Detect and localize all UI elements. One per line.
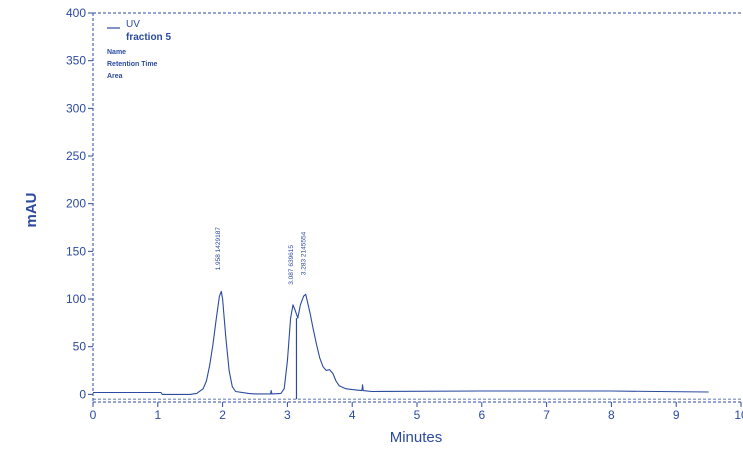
uv-trace-line [93, 290, 709, 395]
axes [92, 12, 741, 406]
peak-annotation-label: 1.958 1429187 [215, 227, 222, 271]
y-tick-label: 400 [66, 6, 86, 20]
legend-field-area: Area [107, 73, 123, 80]
y-tick-label: 200 [66, 197, 86, 211]
x-tick-label: 7 [543, 408, 550, 422]
legend-field-retention-time: Retention Time [107, 61, 158, 68]
y-axis-title: mAU [23, 192, 40, 227]
peak-annotations: 1.958 1429187 3.087 639615 3.283 2145554 [215, 227, 308, 285]
y-tick-label: 350 [66, 54, 86, 68]
peak-annotation-label: 3.087 639615 [288, 245, 295, 285]
y-tick-label: 250 [66, 149, 86, 163]
y-tick-label: 100 [66, 292, 86, 306]
x-tick-label: 2 [219, 408, 226, 422]
legend: UV fraction 5 Name Retention Time Area [107, 19, 171, 80]
x-tick-label: 9 [673, 408, 680, 422]
x-tick-label: 8 [608, 408, 615, 422]
x-tick-label: 4 [349, 408, 356, 422]
peak-annotation-label: 3.283 2145554 [301, 231, 308, 275]
x-tick-label: 5 [414, 408, 421, 422]
y-tick-label: 150 [66, 244, 86, 258]
legend-series-label: UV [126, 19, 140, 30]
x-tick-label: 0 [90, 408, 97, 422]
y-tick-label: 50 [73, 340, 87, 354]
legend-trace-name: fraction 5 [126, 32, 171, 43]
legend-field-name: Name [107, 49, 126, 56]
x-axis-title: Minutes [390, 429, 443, 446]
series-layer [93, 290, 741, 400]
x-tick-label: 1 [154, 408, 161, 422]
ticks: 012345678910050100150200250300350400 [66, 6, 743, 422]
y-tick-label: 0 [79, 387, 86, 401]
x-tick-label: 6 [478, 408, 485, 422]
x-tick-label: 10 [734, 408, 743, 422]
x-tick-label: 3 [284, 408, 291, 422]
y-tick-label: 300 [66, 101, 86, 115]
